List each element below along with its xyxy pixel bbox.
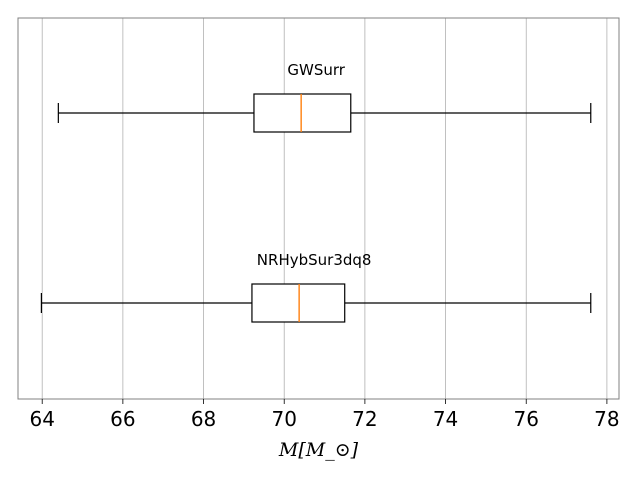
series-label: NRHybSur3dq8 [257,251,372,269]
iqr-box [251,283,346,323]
x-tick-label: 68 [191,407,216,431]
x-tick-label: 64 [29,407,54,431]
box-gwsurr: GWSurr [57,61,592,133]
x-tick-label: 78 [594,407,619,431]
x-tick-label: 76 [514,407,539,431]
x-axis-ticks: 64 66 68 70 72 74 76 78 [29,399,620,431]
grid-lines [41,18,608,399]
box-nrhybsur3dq8: NRHybSur3dq8 [40,251,592,323]
x-axis-label: M[M_⊙] [278,439,359,461]
x-tick-label: 72 [352,407,377,431]
x-tick-label: 74 [433,407,458,431]
boxes: GWSurr NRHybSur3dq8 [40,61,592,323]
x-tick-label: 70 [271,407,296,431]
x-tick-label: 66 [110,407,135,431]
series-label: GWSurr [287,61,345,79]
plot-frame [17,17,620,400]
iqr-box [253,93,352,133]
